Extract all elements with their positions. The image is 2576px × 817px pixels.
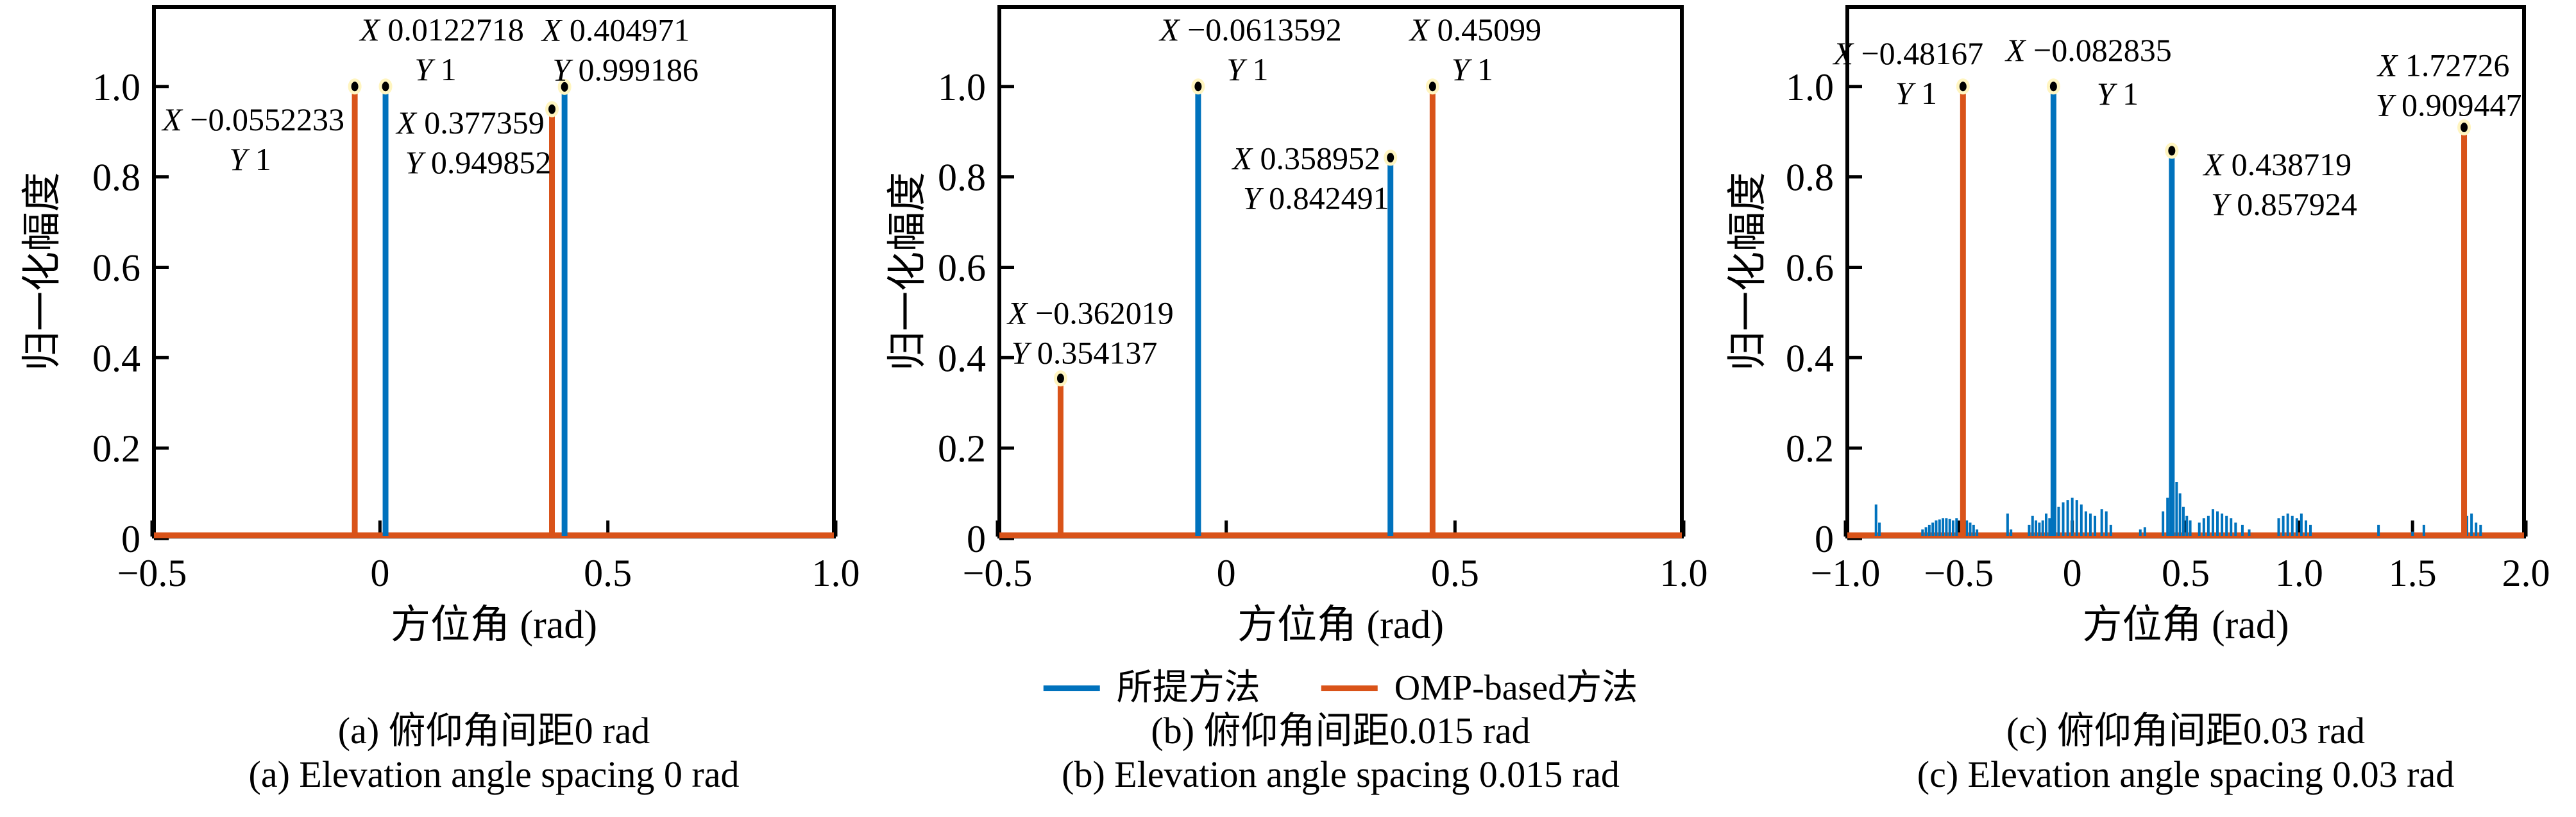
x-tick-label: −0.5 <box>117 552 187 594</box>
datatip-label: X −0.48167 <box>1832 35 1983 71</box>
datatip-marker <box>557 78 572 95</box>
x-tick-label: −1.0 <box>1811 552 1881 594</box>
legend-line-proposed-icon <box>1043 685 1100 691</box>
datatip-marker <box>2046 78 2060 95</box>
datatip-label: Y 1 <box>229 141 271 177</box>
caption-b-en: (b) Elevation angle spacing 0.015 rad <box>1062 753 1620 795</box>
plot-svg-a: 00.20.40.60.81.0−0.5 0 0.5 1.0X 0.0122718Y … <box>92 5 860 594</box>
legend-label-omp: OMP-based方法 <box>1394 668 1638 708</box>
datatip-label: Y 1 <box>2097 76 2139 112</box>
datatip-marker <box>1053 370 1067 387</box>
y-tick-label: 0.8 <box>1786 157 1834 199</box>
x-tick-label: −0.5 <box>1924 552 1994 594</box>
datatip-label: Y 1 <box>414 51 456 87</box>
y-tick-label: 0.2 <box>92 427 140 470</box>
x-tick-label: 0.5 <box>584 552 632 594</box>
subplot-c: 0 0.2 0.4 0.6 0.8 1.0 −1.0 −0.5 0 0.5 1.0 1.5 2.0 X −… <box>1726 5 2550 793</box>
caption-a-en: (a) Elevation angle spacing 0 rad <box>248 753 740 795</box>
y-axis-label-b: 归一化幅度 <box>886 171 929 372</box>
datatip-label: Y 1 <box>1452 51 1493 87</box>
datatip-label: Y 0.949852 <box>405 144 552 180</box>
x-tick-label: 0 <box>370 552 389 594</box>
x-axis-label-b: 方位角 (rad) <box>1237 603 1444 647</box>
x-tick-label: 1.0 <box>2275 552 2323 594</box>
x-tick-label: 2.0 <box>2502 552 2550 594</box>
datatip-marker <box>348 78 362 95</box>
x-tick-label: 0.5 <box>1431 552 1479 594</box>
datatip-marker <box>1956 78 1970 95</box>
datatip-marker <box>1191 78 1205 95</box>
datatip-label: Y 0.999186 <box>552 51 699 87</box>
legend-label-proposed: 所提方法 <box>1116 668 1260 708</box>
datatip-label: Y 0.857924 <box>2211 186 2357 222</box>
y-tick-label: 0.6 <box>938 246 986 289</box>
plot-svg-b: 00.20.40.60.81.0−0.5 0 0.5 1.0X −0.0613592Y… <box>938 5 1708 594</box>
y-tick-label: 0.6 <box>92 246 140 289</box>
datatip-marker <box>545 101 559 117</box>
y-tick-label: 1.0 <box>938 66 986 108</box>
x-tick-label: 1.5 <box>2389 552 2437 594</box>
datatip-marker <box>2165 142 2179 159</box>
y-tick-label: 1.0 <box>1786 66 1834 108</box>
datatip-label: X 0.0122718 <box>359 12 524 47</box>
datatip-label: Y 1 <box>1226 51 1268 87</box>
datatip-label: Y 0.909447 <box>2376 87 2522 123</box>
x-axis-label-c: 方位角 (rad) <box>2082 603 2289 647</box>
legend-item-omp: OMP-based方法 <box>1321 670 1638 706</box>
datatip-marker <box>1425 78 1439 95</box>
y-tick-label: 0.8 <box>92 157 140 199</box>
datatip-marker <box>378 78 393 95</box>
caption-b-zh: (b) 俯仰角间距0.015 rad <box>1151 710 1530 752</box>
x-tick-label: 0 <box>1217 552 1236 594</box>
plot-box <box>152 5 836 538</box>
x-tick-label: 1.0 <box>812 552 860 594</box>
y-tick-label: 1.0 <box>92 66 140 108</box>
datatip-label: Y 0.354137 <box>1012 335 1158 371</box>
legend: 所提方法 OMP-based方法 <box>1043 668 1638 708</box>
y-tick-label: 0 <box>967 518 986 560</box>
datatip-label: X −0.082835 <box>2004 32 2172 68</box>
caption-a-zh: (a) 俯仰角间距0 rad <box>337 710 650 752</box>
x-tick-label: −0.5 <box>963 552 1033 594</box>
y-tick-label: 0.4 <box>938 337 986 379</box>
x-tick-label: 1.0 <box>1660 552 1708 594</box>
y-axis-label-a: 归一化幅度 <box>21 171 64 372</box>
y-tick-label: 0.2 <box>938 427 986 470</box>
caption-c-zh: (c) 俯仰角间距0.03 rad <box>2006 710 2365 752</box>
y-tick-label: 0 <box>1815 518 1834 560</box>
datatip-label: X 1.72726 <box>2377 47 2510 83</box>
y-tick-label: 0 <box>121 518 140 560</box>
datatip-label: X 0.45099 <box>1409 12 1542 47</box>
caption-c-en: (c) Elevation angle spacing 0.03 rad <box>1917 753 2455 795</box>
legend-item-proposed: 所提方法 <box>1043 668 1260 708</box>
x-tick-label: 0.5 <box>2162 552 2210 594</box>
datatip-label: X −0.0613592 <box>1158 12 1342 47</box>
y-tick-label: 0.6 <box>1786 246 1834 289</box>
x-axis-label-a: 方位角 (rad) <box>391 603 597 647</box>
datatip-label: Y 1 <box>1895 75 1937 111</box>
datatip-label: X 0.358952 <box>1231 141 1380 176</box>
y-tick-label: 0.4 <box>1786 337 1834 379</box>
plot-box <box>997 5 1684 538</box>
datatip-marker <box>1384 150 1398 166</box>
datatip-label: Y 0.842491 <box>1243 180 1389 216</box>
y-tick-label: 0.4 <box>92 337 140 379</box>
datatip-label: X −0.362019 <box>1006 295 1174 331</box>
plot-svg-c: 0 0.2 0.4 0.6 0.8 1.0 −1.0 −0.5 0 0.5 1.0 1.5 2.0 X −… <box>1786 5 2550 594</box>
x-tick-label: 0 <box>2063 552 2082 594</box>
datatip-marker <box>2457 119 2471 136</box>
subplot-a: 0 0.2 0.4 0.6 0.8 1.0 −0.5 0 0.5 1.0 X 0.0122718 Y … <box>21 5 860 793</box>
y-tick-label: 0.2 <box>1786 427 1834 470</box>
datatip-label: X 0.377359 <box>395 105 545 141</box>
datatip-label: X −0.0552233 <box>161 101 344 137</box>
legend-line-omp-icon <box>1321 685 1378 691</box>
datatip-label: X 0.404971 <box>541 12 690 47</box>
subplot-b: 0 0.2 0.4 0.6 0.8 1.0 −0.5 0 0.5 1.0 X −0.0613592 Y… <box>886 5 1708 793</box>
datatip-label: X 0.438719 <box>2203 146 2352 182</box>
y-tick-label: 0.8 <box>938 157 986 199</box>
y-axis-label-c: 归一化幅度 <box>1726 171 1770 372</box>
